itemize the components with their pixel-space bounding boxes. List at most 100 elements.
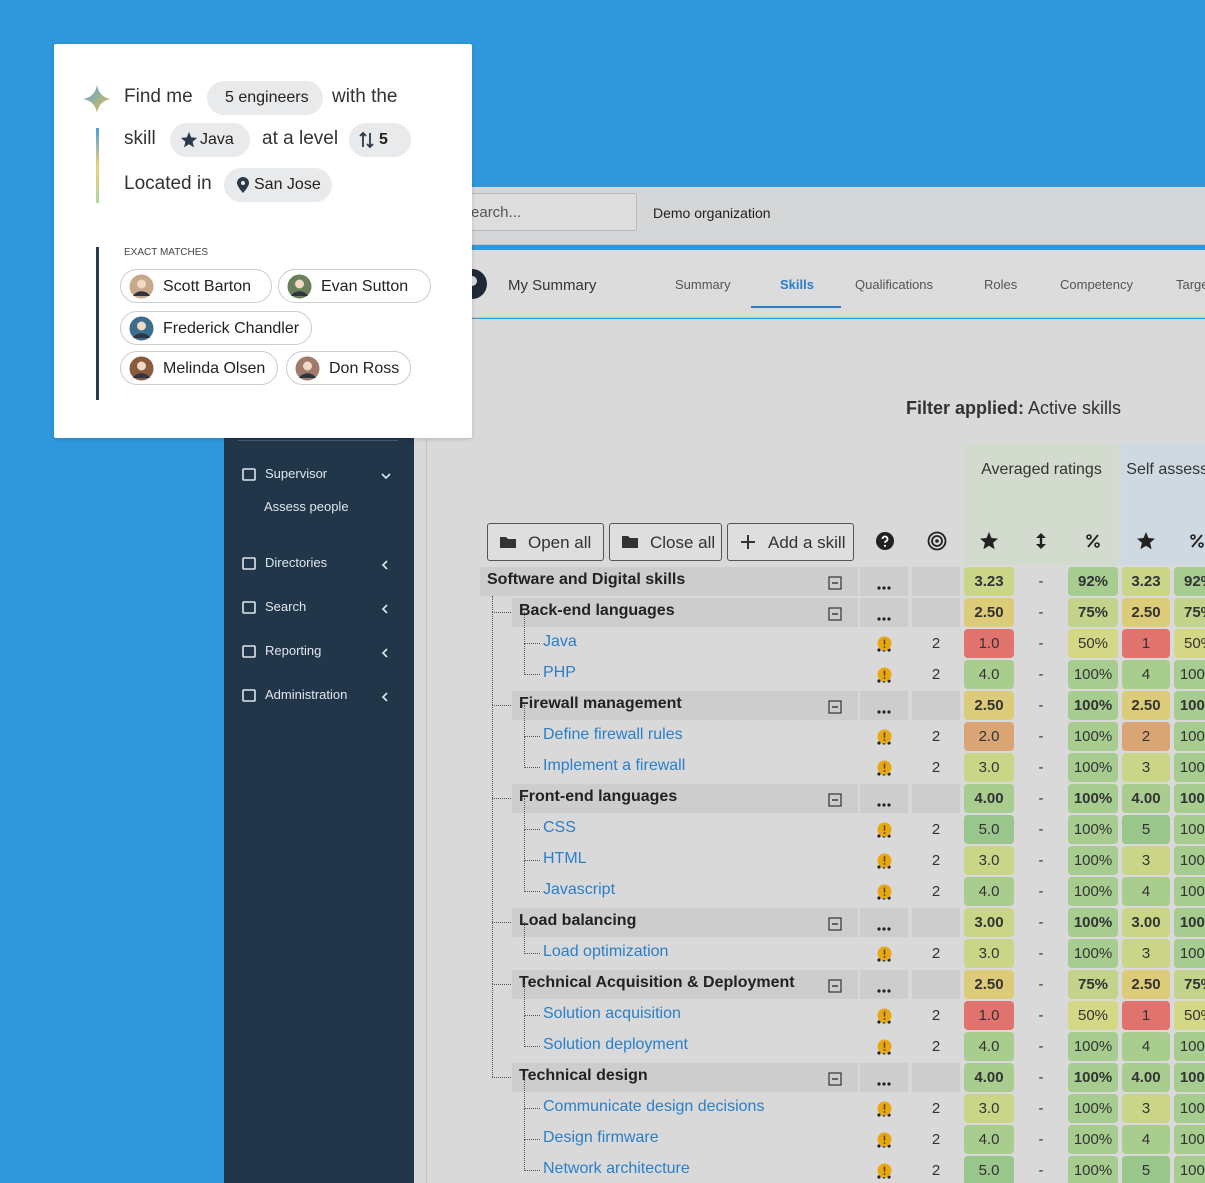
tree-line: [524, 1077, 525, 1109]
rating-cell: 75%: [1068, 598, 1118, 627]
more-icon: [876, 609, 892, 621]
star-icon: [979, 531, 999, 551]
icon-part: [1191, 534, 1203, 548]
collapse-icon: [828, 607, 842, 621]
nav-tab[interactable]: Targets: [1176, 277, 1205, 292]
nav-tab[interactable]: Roles: [984, 277, 1018, 292]
tree-line: [524, 1139, 525, 1171]
skill-link[interactable]: Solution deployment: [543, 1036, 688, 1053]
warning-icon: [877, 729, 892, 744]
icon-part: [887, 1082, 891, 1086]
icon: [381, 560, 388, 570]
person-chip[interactable]: Evan Sutton: [278, 269, 431, 303]
person-name: Scott Barton: [163, 278, 252, 295]
spread: -: [1038, 883, 1044, 900]
tree-line: [524, 643, 540, 644]
nav-tab[interactable]: Competency: [1060, 277, 1133, 292]
icon-part: [877, 989, 881, 993]
rating-cell: 2.0: [964, 722, 1014, 751]
skill-link[interactable]: PHP: [543, 664, 576, 681]
icon-part: [877, 679, 881, 683]
rating-cell: 2.50: [964, 598, 1014, 627]
rating-cell: 100%: [1174, 1094, 1205, 1123]
icon-part: [877, 710, 881, 714]
skill-link[interactable]: Implement a firewall: [543, 757, 686, 774]
chip-icon: [234, 176, 252, 194]
icon-part: [741, 535, 755, 549]
button[interactable]: Open all: [487, 523, 604, 561]
sidebar-item[interactable]: Reporting: [265, 643, 322, 658]
nav-tab[interactable]: Skills: [780, 277, 814, 292]
icon-part: [877, 927, 881, 931]
skill-link[interactable]: Communicate design decisions: [543, 1098, 765, 1115]
rating-cell: 1: [1122, 629, 1170, 658]
skill-link[interactable]: Java: [543, 633, 577, 650]
sidebar-item[interactable]: Supervisor: [265, 466, 328, 481]
tree-line: [492, 798, 511, 799]
chip-label: 5: [379, 131, 388, 148]
query-text: Located in: [124, 173, 212, 194]
cell-bg: [860, 567, 908, 596]
sparkle-icon: [82, 84, 112, 114]
icon: [287, 274, 312, 299]
icon: [741, 535, 755, 549]
tree-line: [524, 860, 540, 861]
target-icon: [927, 531, 947, 551]
cell-bg: [912, 908, 960, 937]
warning-icon: [877, 1101, 892, 1116]
person-avatar: [287, 274, 312, 299]
icon-part: [500, 537, 516, 548]
icon: [242, 645, 256, 658]
skill-link[interactable]: Network architecture: [543, 1160, 690, 1177]
sidebar-icon: [241, 687, 257, 703]
sidebar-item[interactable]: Search: [265, 599, 307, 614]
count-chip[interactable]: 5 engineers: [207, 81, 323, 115]
chip-label: 5 engineers: [225, 89, 309, 106]
skill-link[interactable]: Solution acquisition: [543, 1005, 681, 1022]
rating-cell: 4: [1122, 877, 1170, 906]
collapse-icon: [828, 576, 842, 590]
person-chip[interactable]: Scott Barton: [120, 269, 272, 303]
button[interactable]: Close all: [609, 523, 722, 561]
skill-link[interactable]: Load optimization: [543, 943, 669, 960]
person-chip[interactable]: Frederick Chandler: [120, 311, 312, 345]
icon: [877, 1101, 892, 1116]
rating-cell: 100%: [1174, 784, 1205, 813]
rating-cell: 100%: [1068, 784, 1118, 813]
skill-link[interactable]: CSS: [543, 819, 576, 836]
rating-cell: 100%: [1174, 908, 1205, 937]
nav-tab[interactable]: Summary: [675, 277, 731, 292]
sidebar-item[interactable]: Administration: [265, 687, 348, 702]
skill-chip[interactable]: Java: [170, 123, 250, 157]
skill-link[interactable]: HTML: [543, 850, 587, 867]
person-chip[interactable]: Melinda Olsen: [120, 351, 278, 385]
more-icon: [876, 1074, 892, 1086]
icon-part: [622, 536, 638, 548]
collapse-icon: [828, 979, 842, 993]
person-chip[interactable]: Don Ross: [286, 351, 411, 385]
collapse-icon: [828, 917, 842, 931]
spread: -: [1038, 1131, 1044, 1148]
icon: [828, 576, 842, 590]
tree-line: [524, 674, 540, 675]
spread-icon: [1033, 531, 1049, 551]
icon-part: [877, 1175, 881, 1179]
skill-link[interactable]: Javascript: [543, 881, 616, 898]
sidebar-item[interactable]: Assess people: [264, 499, 349, 514]
icon: [828, 700, 842, 714]
cell-bg: [860, 784, 908, 813]
tree-line: [524, 612, 525, 644]
nav-tab[interactable]: Qualifications: [855, 277, 934, 292]
chip-icon: [180, 131, 198, 149]
location-chip[interactable]: San Jose: [224, 168, 332, 202]
rating-cell: 75%: [1174, 970, 1205, 999]
icon: [828, 979, 842, 993]
icon-part: [828, 979, 842, 993]
skill-link[interactable]: Design firmware: [543, 1129, 659, 1146]
level-chip[interactable]: 5: [349, 123, 411, 157]
sidebar-item[interactable]: Directories: [265, 555, 328, 570]
tree-line: [492, 612, 511, 613]
button[interactable]: Add a skill: [727, 523, 854, 561]
icon: [129, 316, 154, 341]
skill-link[interactable]: Define firewall rules: [543, 726, 683, 743]
